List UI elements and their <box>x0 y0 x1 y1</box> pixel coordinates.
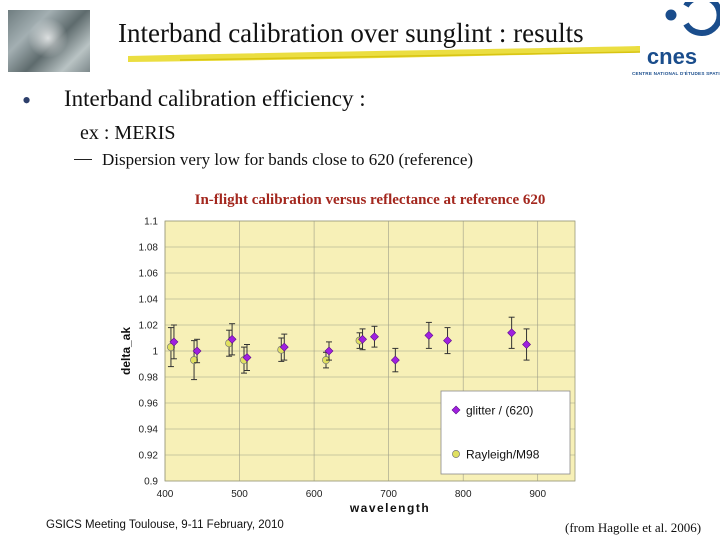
glitter-point <box>522 340 531 349</box>
y-tick-label: 1.08 <box>139 243 159 254</box>
legend-marker <box>452 450 460 458</box>
glitter-point <box>169 337 179 347</box>
y-axis-label: delta_ak <box>119 327 133 375</box>
glitter-point <box>507 328 517 338</box>
y-tick-label: 1 <box>152 347 158 358</box>
legend-label: glitter / (620) <box>466 404 533 418</box>
logo-subtitle: CENTRE NATIONAL D'ÉTUDES SPATIALES <box>632 71 720 76</box>
legend-marker <box>451 405 461 415</box>
legend-box <box>440 390 571 475</box>
x-tick-label: 900 <box>529 489 546 500</box>
rayleigh-point <box>166 343 175 352</box>
chart-caption: In-flight calibration versus reflectance… <box>194 192 546 208</box>
x-tick-label: 400 <box>157 489 174 500</box>
legend: glitter / (620) Rayleigh/M98 <box>440 390 571 475</box>
y-tick-label: 1.06 <box>139 269 159 280</box>
glitter-point <box>390 355 400 365</box>
bullet-dot-icon: • <box>22 86 32 115</box>
glitter-point <box>279 342 289 352</box>
rayleigh-point <box>190 356 199 365</box>
bullet-text: Interband calibration efficiency : <box>64 86 366 111</box>
y-tick-label: 0.94 <box>139 425 159 436</box>
x-tick-label: 800 <box>455 489 472 500</box>
legend-label: Rayleigh/M98 <box>466 448 540 462</box>
y-tick-label: 0.9 <box>144 477 158 488</box>
glitter-point <box>358 334 367 344</box>
y-tick-label: 0.92 <box>139 451 159 462</box>
logo-wordmark: cnes <box>647 44 697 69</box>
x-tick-label: 600 <box>306 489 323 500</box>
footer-meeting: GSICS Meeting Toulouse, 9-11 February, 2… <box>46 519 284 531</box>
glitter-point <box>443 336 452 346</box>
y-tick-label: 1.04 <box>139 295 159 306</box>
data-points <box>166 316 531 381</box>
glitter-point <box>324 346 334 356</box>
slide-title: Interband calibration over sunglint : re… <box>118 18 584 48</box>
sunglint-thumbnail <box>8 10 90 72</box>
glitter-point <box>424 330 434 340</box>
logo-dot-icon <box>665 9 677 21</box>
glitter-point <box>227 334 237 344</box>
x-tick-label: 500 <box>231 489 248 500</box>
glitter-point <box>192 346 202 356</box>
glitter-point <box>242 353 252 362</box>
y-tick-label: 1.1 <box>144 217 158 228</box>
y-tick-label: 0.98 <box>139 373 159 384</box>
glitter-point <box>370 332 379 342</box>
x-axis-label: wavelength <box>349 501 430 515</box>
plot-frame <box>164 220 576 482</box>
x-tick-label: 700 <box>380 489 397 500</box>
y-tick-label: 0.96 <box>139 399 159 410</box>
sub-bullet-meris: ex : MERIS <box>80 122 176 144</box>
footer-source: (from Hagolle et al. 2006) <box>565 520 702 535</box>
dash-icon <box>74 158 92 160</box>
tick-labels: 0.9 0.92 0.94 0.96 0.98 1 1.02 1.04 1.06 1.08 1.1 4… <box>139 217 547 501</box>
y-tick-label: 1.02 <box>139 321 159 332</box>
sub-bullet-dispersion-text: Dispersion very low for bands close to 6… <box>102 150 474 169</box>
sub-bullet-dispersion: Dispersion very low for bands close to 6… <box>74 150 473 170</box>
